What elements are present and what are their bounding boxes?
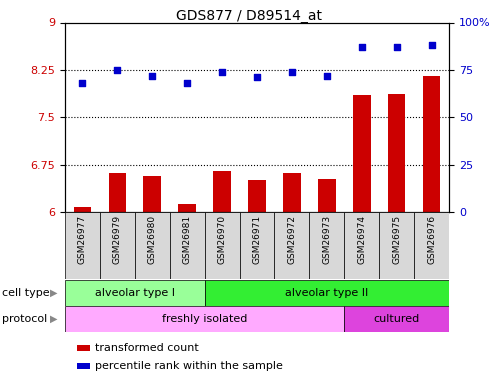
Bar [353, 95, 370, 212]
Point [218, 69, 226, 75]
Text: GSM26974: GSM26974 [357, 215, 366, 264]
Point [148, 72, 156, 78]
Bar [170, 212, 205, 279]
Bar [214, 171, 231, 212]
Bar [65, 212, 100, 279]
Bar [74, 207, 91, 212]
Text: GSM26979: GSM26979 [113, 215, 122, 264]
Bar [179, 204, 196, 212]
Bar [108, 173, 126, 212]
Bar [205, 280, 449, 306]
Bar [379, 212, 414, 279]
Text: GSM26975: GSM26975 [392, 215, 401, 264]
Bar [240, 212, 274, 279]
Point [183, 80, 191, 86]
Bar [274, 212, 309, 279]
Bar [388, 94, 405, 212]
Bar [65, 280, 205, 306]
Point [253, 74, 261, 80]
Point [288, 69, 296, 75]
Text: GSM26980: GSM26980 [148, 215, 157, 264]
Text: ▶: ▶ [50, 288, 57, 298]
Point [113, 67, 121, 73]
Bar [100, 212, 135, 279]
Bar [248, 180, 265, 212]
Text: percentile rank within the sample: percentile rank within the sample [95, 361, 283, 371]
Text: GSM26981: GSM26981 [183, 215, 192, 264]
Text: alveolar type I: alveolar type I [95, 288, 175, 298]
Text: GDS877 / D89514_at: GDS877 / D89514_at [177, 9, 322, 23]
Bar [309, 212, 344, 279]
Text: GSM26970: GSM26970 [218, 215, 227, 264]
Text: GSM26973: GSM26973 [322, 215, 331, 264]
Point [393, 44, 401, 50]
Text: ▶: ▶ [50, 314, 57, 324]
Text: cultured: cultured [374, 314, 420, 324]
Text: protocol: protocol [2, 314, 48, 324]
Point [78, 80, 86, 86]
Text: GSM26972: GSM26972 [287, 215, 296, 264]
Bar [414, 212, 449, 279]
Bar [344, 212, 379, 279]
Text: transformed count: transformed count [95, 343, 199, 353]
Bar [144, 176, 161, 212]
Text: alveolar type II: alveolar type II [285, 288, 368, 298]
Bar [423, 76, 440, 212]
Text: freshly isolated: freshly isolated [162, 314, 248, 324]
Point [323, 72, 331, 78]
Point [358, 44, 366, 50]
Bar [344, 306, 449, 332]
Text: GSM26971: GSM26971 [252, 215, 261, 264]
Bar [135, 212, 170, 279]
Bar [65, 306, 344, 332]
Point [428, 42, 436, 48]
Text: GSM26977: GSM26977 [78, 215, 87, 264]
Text: GSM26976: GSM26976 [427, 215, 436, 264]
Bar [283, 173, 300, 212]
Bar [205, 212, 240, 279]
Bar [318, 179, 335, 212]
Text: cell type: cell type [2, 288, 50, 298]
